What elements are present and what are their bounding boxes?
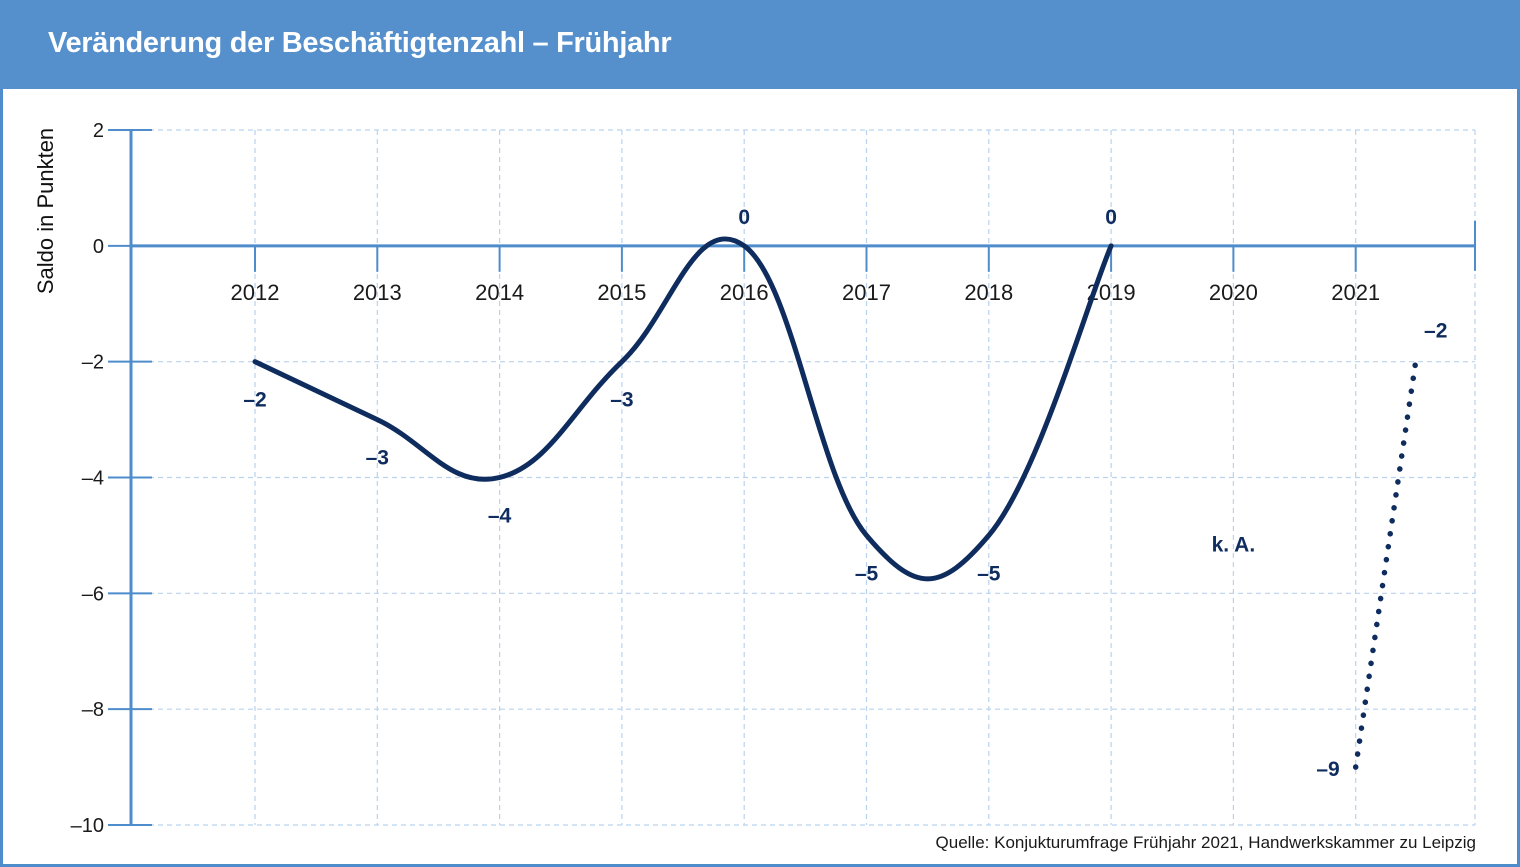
- source-note: Quelle: Konjukturumfrage Frühjahr 2021, …: [935, 833, 1476, 852]
- y-tick-label: 0: [93, 236, 104, 258]
- data-label: 0: [1105, 206, 1117, 229]
- x-tick-label: 2017: [842, 280, 891, 305]
- y-tick-label: 2: [93, 120, 104, 142]
- header-bar: Veränderung der Beschäftigtenzahl – Früh…: [0, 0, 1520, 89]
- chart-title: Veränderung der Beschäftigtenzahl – Früh…: [48, 27, 672, 59]
- x-tick-label: 2016: [720, 280, 769, 305]
- data-label: –3: [610, 389, 633, 412]
- no-data-annotation: k. A.: [1212, 533, 1256, 556]
- x-tick-label: 2014: [475, 280, 524, 305]
- y-tick-label: –8: [82, 699, 104, 721]
- data-label: –5: [977, 562, 1001, 585]
- y-tick-label: –4: [82, 468, 104, 490]
- x-tick-label: 2013: [353, 280, 402, 305]
- x-tick-label: 2020: [1209, 280, 1258, 305]
- data-label: –3: [366, 447, 389, 470]
- y-axis-label: Saldo in Punkten: [33, 127, 58, 295]
- x-tick-label: 2015: [597, 280, 646, 305]
- y-tick-label: –10: [71, 815, 104, 837]
- data-label: –5: [855, 562, 879, 585]
- data-label: –9: [1316, 758, 1339, 781]
- series-line: [252, 236, 1114, 582]
- x-tick-label: 2021: [1331, 280, 1380, 305]
- y-tick-label: –6: [82, 583, 104, 605]
- series-dotted-line: [1352, 358, 1419, 770]
- y-tick-label: –2: [82, 352, 104, 374]
- x-tick-label: 2018: [964, 280, 1013, 305]
- x-tick-label: 2012: [231, 280, 280, 305]
- data-label: 0: [738, 206, 750, 229]
- data-label: –4: [488, 505, 512, 528]
- data-label: –2: [243, 389, 266, 412]
- data-label: –2: [1424, 320, 1447, 343]
